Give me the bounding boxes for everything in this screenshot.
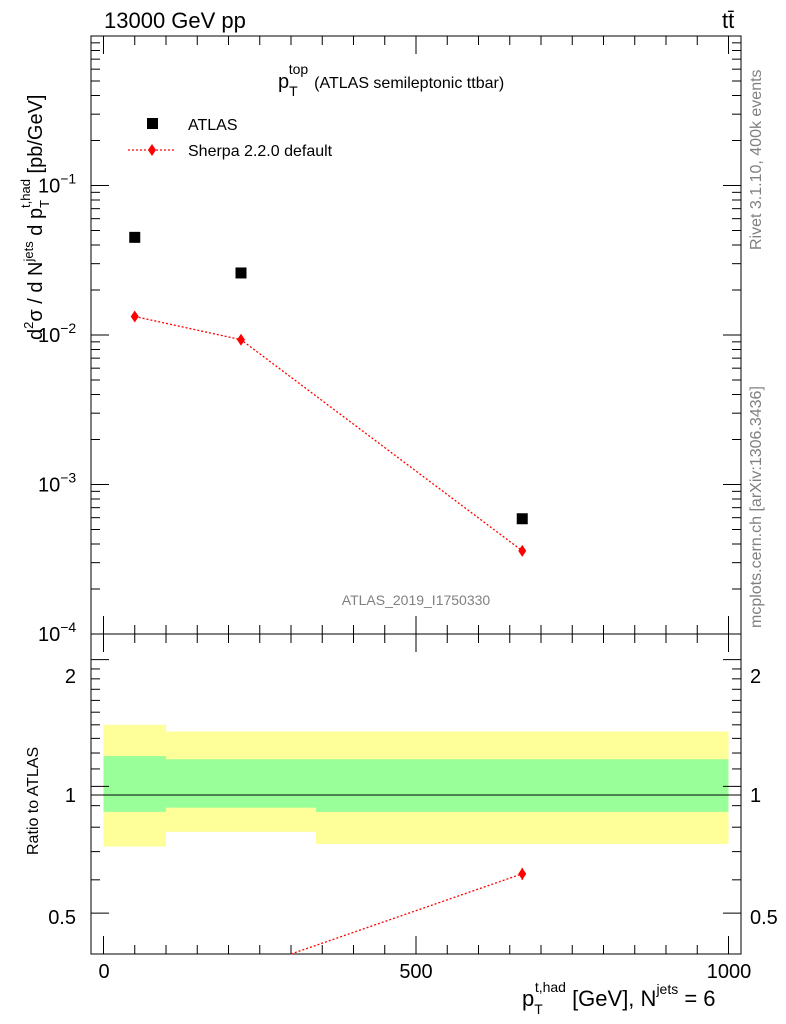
ratio-sherpa-line [290,873,523,955]
ratio-ytick-1-right: 1 [750,785,761,807]
atlas-point [129,231,141,243]
sherpa-point [237,333,245,346]
sherpa-point [518,544,527,557]
main-axis-ticks [91,35,741,635]
main-title: pTtop(ATLAS semileptonic ttbar) [278,61,504,99]
ratio-band-green [316,759,729,812]
energy-label: 13000 GeV pp [104,8,246,33]
ratio-ytick-1: 1 [65,785,76,807]
ratio-band-green [103,756,166,812]
analysis-id: ATLAS_2019_I1750330 [342,592,491,608]
legend: ATLAS Sherpa 2.2.0 default [128,117,333,160]
main-ytick-label: 10−3 [38,470,76,497]
xtick-0: 0 [98,961,109,983]
ratio-ytick-05-right: 0.5 [750,907,778,929]
legend-marker-sherpa [148,144,156,156]
legend-label-atlas: ATLAS [188,117,238,134]
atlas-point [516,513,528,525]
main-data-layer [129,231,528,557]
ratio-band-green [166,759,316,808]
main-y-axis-title: d2σ / d Njets d pTt,had [pb/GeV] [18,95,52,340]
ratio-sherpa-point [518,867,527,880]
ratio-y-axis-title: Ratio to ATLAS [25,747,42,855]
ratio-axis-ticks [91,634,741,955]
x-axis-title: pTt,had [GeV], Njets = 6 [522,979,716,1017]
ratio-data-layer [290,867,527,955]
ratio-ytick-05: 0.5 [48,907,76,929]
xtick-500: 500 [399,961,432,983]
main-y-tick-labels: 10−1 10−2 10−3 10−4 [38,171,76,647]
rivet-label: Rivet 3.1.10, 400k events [748,69,765,250]
main-ytick-label: 10−2 [38,320,76,347]
atlas-point [235,267,247,279]
legend-label-sherpa: Sherpa 2.2.0 default [188,143,333,160]
ratio-bands [103,724,729,847]
main-ytick-label: 10−4 [38,619,76,646]
sherpa-line [134,315,523,552]
main-ytick-label: 10−1 [38,171,76,198]
ratio-ytick-2-right: 2 [750,666,761,688]
mcplots-label: mcplots.cern.ch [arXiv:1306.3436] [748,386,765,628]
ratio-ytick-2: 2 [65,666,76,688]
legend-marker-atlas [147,118,158,129]
sherpa-point [130,310,139,323]
xtick-1000: 1000 [707,961,752,983]
process-label: tt̄ [722,8,734,33]
